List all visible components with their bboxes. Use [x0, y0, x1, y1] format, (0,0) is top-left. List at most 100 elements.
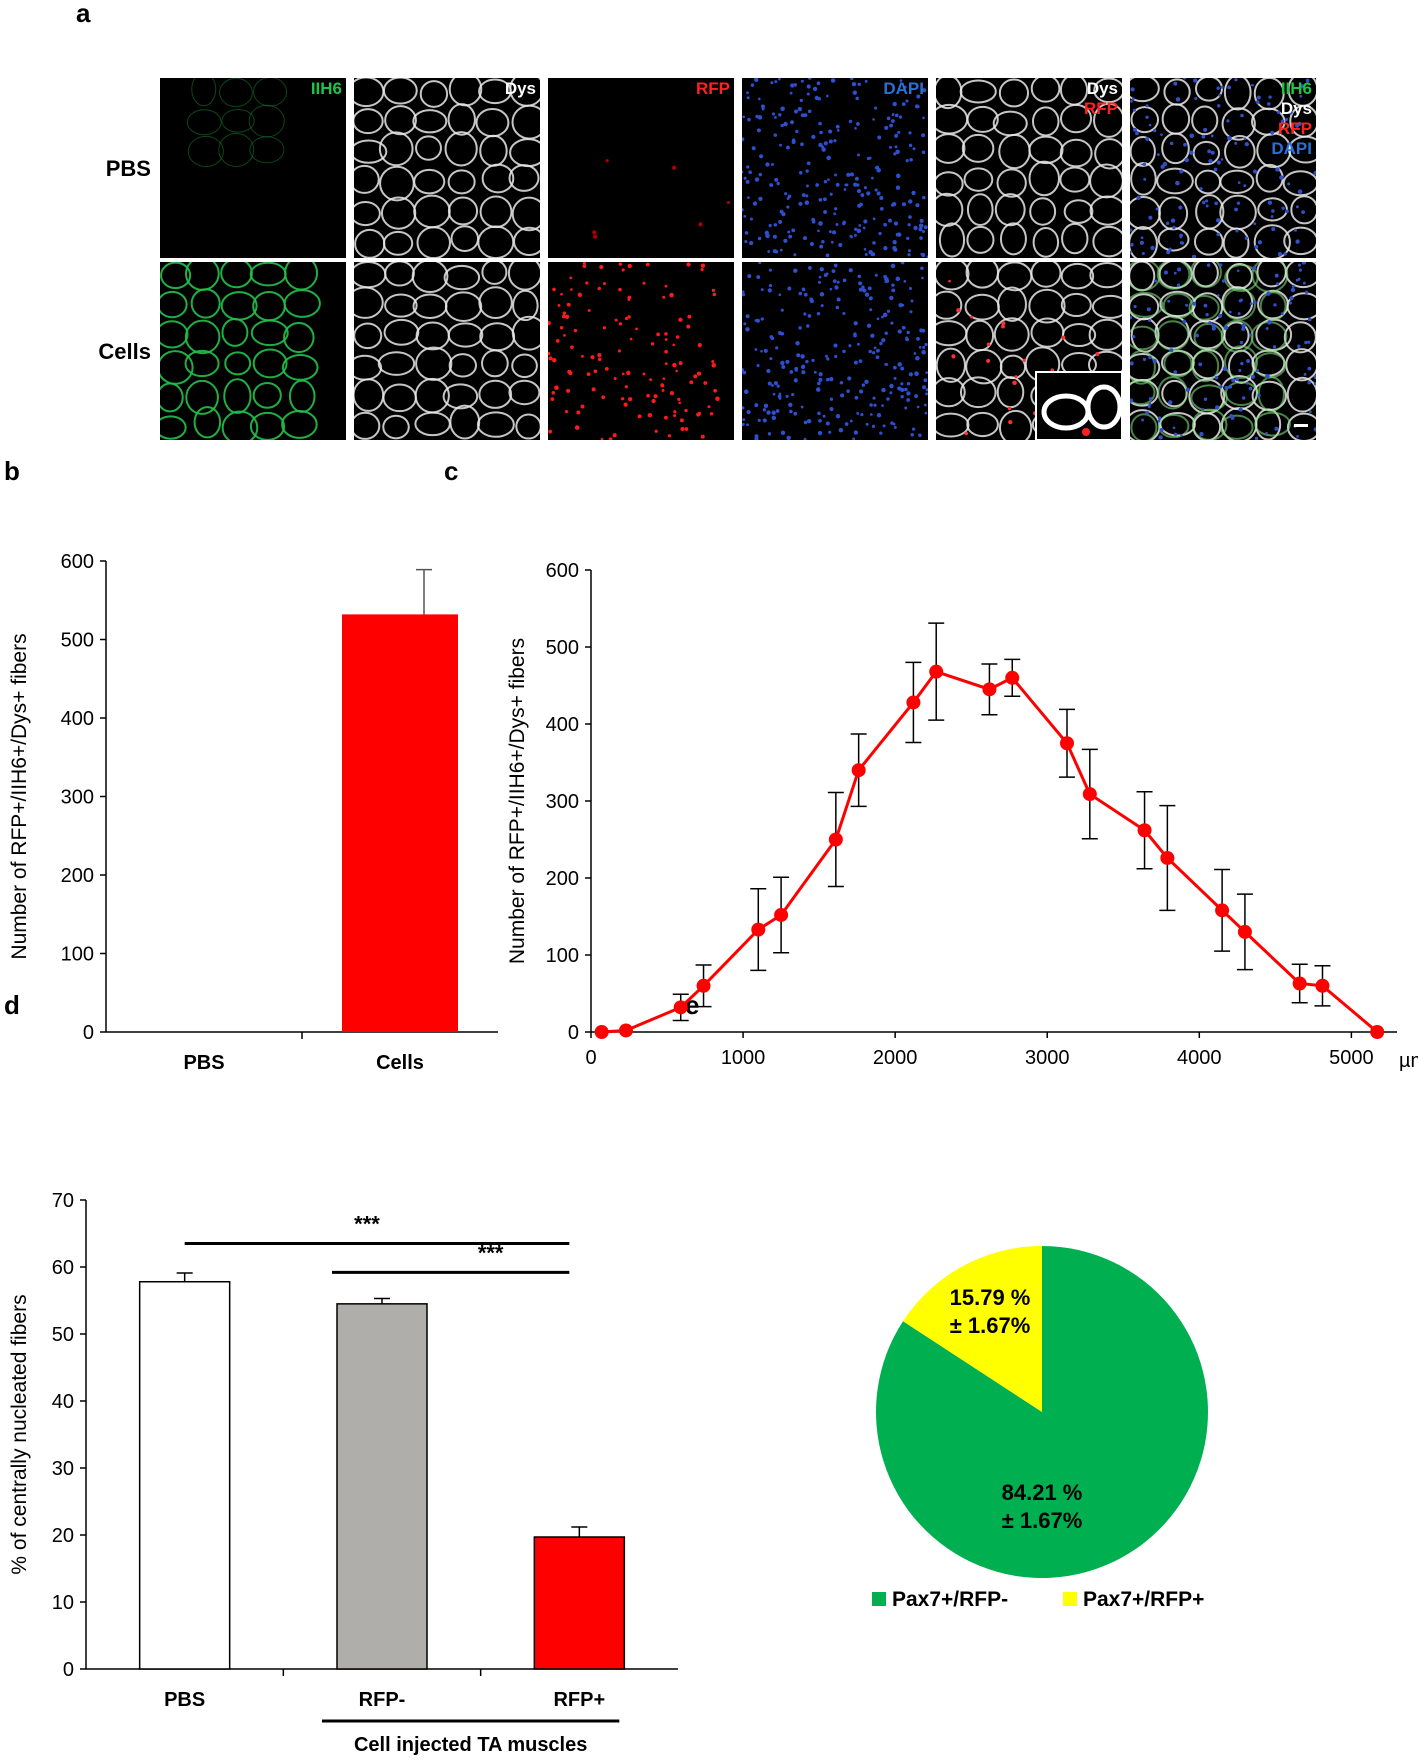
channel-label-dys: Dys	[1087, 79, 1118, 98]
micrograph-tile-r1-c2	[548, 262, 734, 440]
data-point	[1292, 976, 1307, 991]
channel-label-iih6: IIH6	[311, 79, 342, 98]
slice-error: ± 1.67%	[1002, 1508, 1083, 1533]
micrograph-tile-r0-c0	[160, 78, 346, 258]
data-point	[929, 664, 944, 679]
data-point	[618, 1023, 633, 1038]
channel-label-rfp: RFP	[696, 79, 730, 98]
channel-label-iih6: IIH6	[1281, 79, 1312, 98]
y-tick-label: 500	[546, 637, 579, 659]
pie-slice	[875, 1246, 1208, 1578]
x-tick-label: Cells	[376, 1052, 424, 1074]
micrograph-tile-r1-c3	[742, 262, 928, 440]
channel-label-dys: Dys	[1281, 99, 1312, 118]
micrograph-tile-r0-c2	[548, 78, 734, 258]
bar	[533, 1536, 626, 1670]
x-unit-label: µm	[1399, 1050, 1418, 1072]
data-point	[828, 832, 843, 847]
data-point	[906, 695, 921, 710]
y-tick-label: 0	[63, 1659, 74, 1681]
data-point	[851, 763, 866, 778]
x-tick-label: RFP-	[359, 1689, 406, 1711]
y-tick-label: 500	[61, 630, 94, 652]
x-tick-label: 1000	[721, 1047, 766, 1069]
y-tick-label: 400	[61, 708, 94, 730]
data-point	[751, 922, 766, 937]
data-point	[982, 682, 997, 697]
bar	[336, 1303, 428, 1670]
y-axis-label: % of centrally nucleated fibers	[8, 1294, 31, 1574]
data-point	[1370, 1025, 1385, 1039]
y-tick-label: 70	[52, 1190, 74, 1212]
data-point	[1315, 978, 1330, 993]
channel-label-dapi: DAPI	[1271, 139, 1312, 158]
x-tick-label: 0	[585, 1047, 596, 1069]
scale-bar	[1294, 424, 1308, 427]
x-tick-label: 5000	[1329, 1047, 1374, 1069]
significance-label: ***	[354, 1212, 380, 1237]
data-point	[1059, 736, 1074, 751]
data-point	[1215, 903, 1230, 918]
y-tick-label: 100	[61, 944, 94, 966]
bar	[138, 1280, 231, 1670]
data-point	[1137, 823, 1152, 838]
slice-label: 84.21 %	[1002, 1480, 1083, 1505]
channel-label-rfp: RFP	[1084, 99, 1118, 118]
panel-label-b: b	[4, 456, 20, 486]
row-label-cells: Cells	[98, 339, 151, 364]
data-point	[1160, 850, 1175, 865]
legend-label: Pax7+/RFP-	[892, 1588, 1008, 1611]
channel-label-dapi: DAPI	[883, 79, 924, 98]
micrograph-tile-r0-c3	[742, 78, 928, 258]
micrograph-tile-r0-c5	[1130, 78, 1316, 258]
legend-swatch	[872, 1592, 886, 1606]
group-label: Cell injected TA muscles	[354, 1734, 587, 1756]
slice-label: 15.79 %	[950, 1285, 1031, 1310]
bar	[342, 614, 458, 1032]
y-axis-label: Number of RFP+/IIH6+/Dys+ fibers	[8, 633, 31, 959]
y-tick-label: 0	[568, 1022, 579, 1044]
panel-label-c: c	[444, 456, 459, 486]
panel-label-d: d	[4, 990, 20, 1020]
y-tick-label: 10	[52, 1592, 74, 1614]
channel-label-dys: Dys	[505, 79, 536, 98]
legend-swatch	[1063, 1592, 1077, 1606]
micrograph-tile-r1-c1	[354, 262, 540, 440]
y-tick-label: 300	[61, 787, 94, 809]
x-tick-label: 4000	[1177, 1047, 1222, 1069]
row-label-pbs: PBS	[106, 156, 151, 181]
micrograph-tile-r1-c4	[936, 262, 1122, 440]
y-tick-label: 40	[52, 1391, 74, 1413]
series-line	[601, 669, 1379, 1034]
micrograph-tile-r0-c4	[936, 78, 1122, 258]
data-point	[1237, 924, 1252, 939]
data-point	[1005, 670, 1020, 685]
panel-label-a: a	[76, 0, 91, 28]
y-tick-label: 30	[52, 1458, 74, 1480]
x-tick-label: 3000	[1025, 1047, 1070, 1069]
micrograph-tile-r1-c0	[160, 262, 346, 440]
legend-label: Pax7+/RFP+	[1083, 1588, 1204, 1611]
y-axis-label: Number of RFP+/IIH6+/Dys+ fibers	[506, 638, 529, 964]
panel-label-e: e	[685, 990, 700, 1020]
micrograph-tile-r1-c5	[1130, 262, 1316, 440]
y-tick-label: 60	[52, 1257, 74, 1279]
y-tick-label: 50	[52, 1324, 74, 1346]
y-tick-label: 600	[546, 560, 579, 582]
x-tick-label: RFP+	[553, 1689, 605, 1711]
y-tick-label: 200	[61, 865, 94, 887]
y-tick-label: 20	[52, 1525, 74, 1547]
slice-error: ± 1.67%	[950, 1313, 1031, 1338]
data-point	[594, 1025, 609, 1039]
significance-label: ***	[478, 1240, 504, 1265]
y-tick-label: 100	[546, 945, 579, 967]
data-point	[774, 907, 789, 922]
micrograph-tile-r0-c1	[354, 78, 540, 258]
x-tick-label: PBS	[183, 1052, 224, 1074]
channel-label-rfp: RFP	[1278, 119, 1312, 138]
y-tick-label: 0	[83, 1022, 94, 1044]
pie-slice	[903, 1246, 1042, 1412]
x-tick-label: PBS	[164, 1689, 205, 1711]
data-point	[1082, 787, 1097, 802]
